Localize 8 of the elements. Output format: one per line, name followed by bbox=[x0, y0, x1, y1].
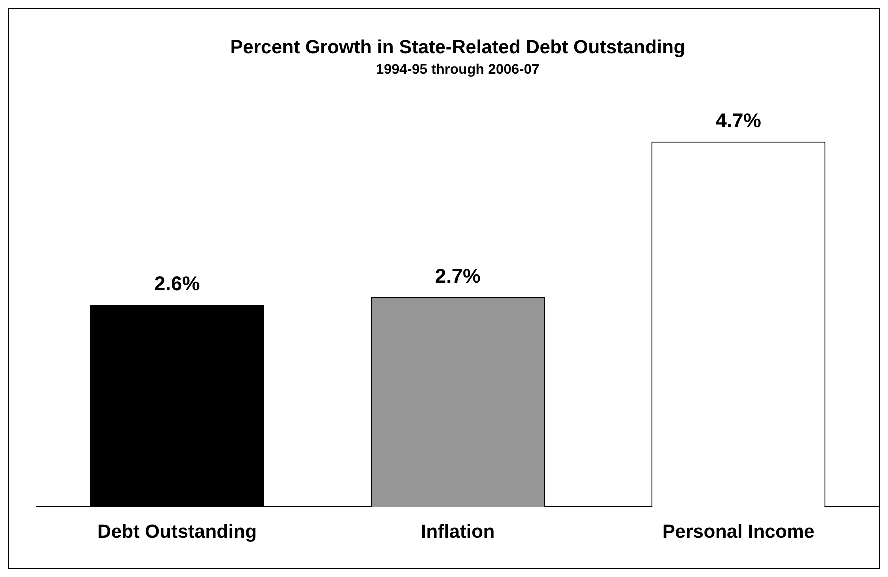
chart-title: Percent Growth in State-Related Debt Outstanding bbox=[230, 38, 686, 59]
data-label: 2.6% bbox=[154, 274, 200, 296]
data-label: 2.7% bbox=[435, 266, 482, 288]
chart-subtitle: 1994-95 through 2006-07 bbox=[376, 61, 540, 78]
x-tick-label: Debt Outstanding bbox=[98, 522, 258, 543]
x-tick-label: Inflation bbox=[421, 522, 495, 543]
x-tick-label: Personal Income bbox=[662, 522, 815, 543]
data-label: 4.7% bbox=[716, 110, 762, 132]
